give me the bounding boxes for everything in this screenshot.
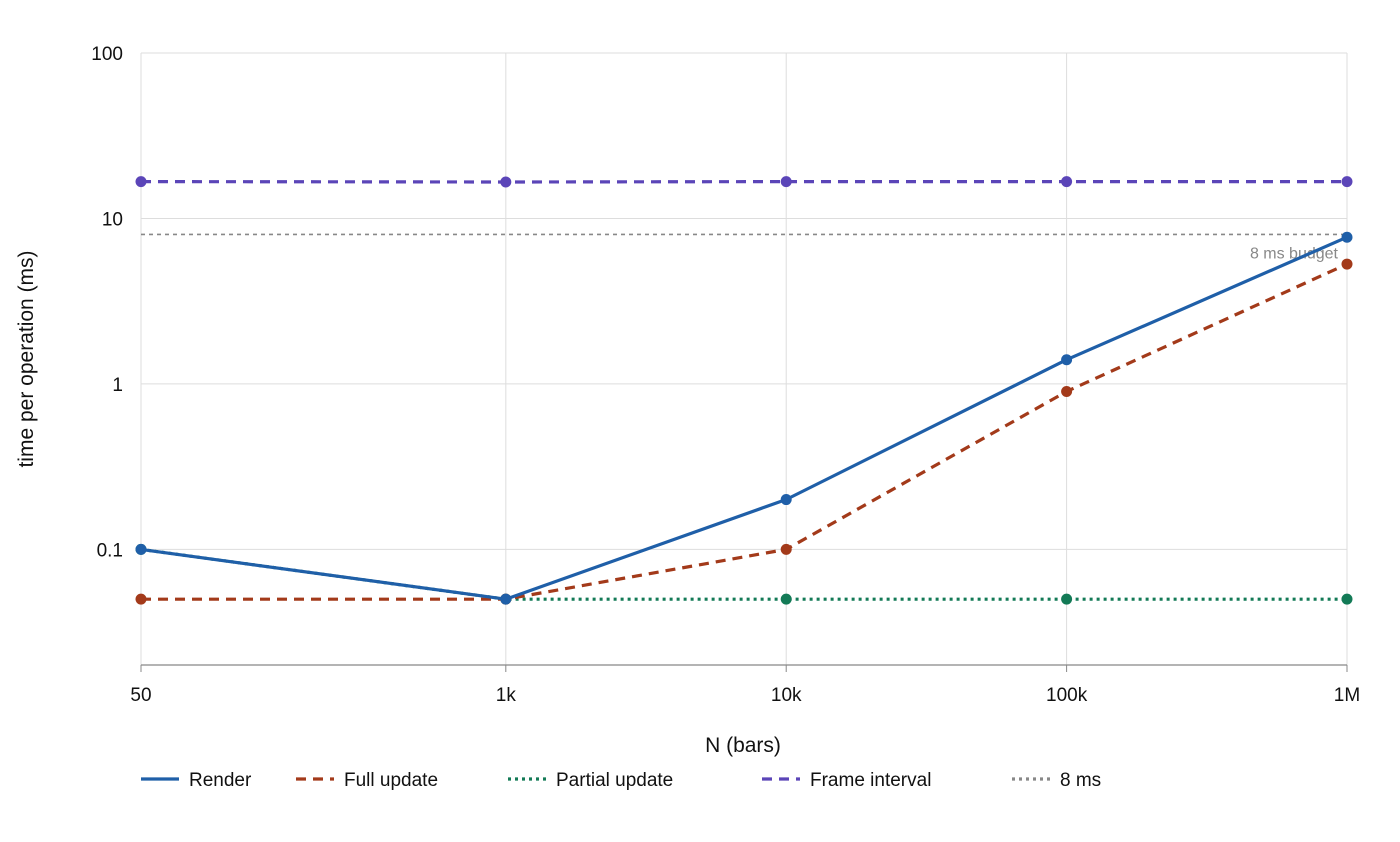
data-point [1061, 385, 1073, 397]
y-tick-label: 1 [112, 375, 123, 396]
legend-item: 8 ms [1012, 770, 1101, 791]
data-point [1341, 258, 1353, 270]
axes: 0.1 1 10 100 50 1k 10k 100k 1M [91, 44, 1360, 706]
legend-item: Full update [296, 770, 438, 791]
legend-label: 8 ms [1060, 770, 1101, 791]
data-point [780, 543, 792, 555]
data-point [780, 494, 792, 506]
legend-label: Partial update [556, 770, 673, 791]
data-point [135, 543, 147, 555]
data-point [1341, 593, 1353, 605]
data-point [1341, 231, 1353, 243]
legend-label: Frame interval [810, 770, 931, 791]
legend-item: Frame interval [762, 770, 931, 791]
data-point [135, 593, 147, 605]
y-tick-label: 10 [102, 209, 123, 230]
series-render [135, 231, 1353, 605]
data-point [135, 176, 147, 188]
x-tick-label: 1k [496, 685, 517, 706]
legend-item: Render [141, 770, 252, 791]
y-axis-label: time per operation (ms) [15, 250, 38, 467]
x-axis-label: N (bars) [705, 734, 781, 757]
series-frame-interval [135, 176, 1353, 188]
grid-lines [140, 52, 1348, 665]
data-point [1061, 176, 1073, 188]
legend-item: Partial update [508, 770, 673, 791]
data-point [1061, 354, 1073, 366]
y-tick-label: 0.1 [97, 540, 123, 561]
series-full-update [135, 258, 1353, 605]
data-point [780, 176, 792, 188]
legend-label: Render [189, 770, 252, 791]
x-tick-label: 1M [1334, 685, 1360, 706]
reference-line-group: 8 ms budget [141, 233, 1347, 262]
data-point [780, 593, 792, 605]
series-group [135, 176, 1353, 605]
data-point [1061, 593, 1073, 605]
series-line [140, 235, 1348, 601]
data-point [1341, 176, 1353, 188]
data-point [500, 593, 512, 605]
x-tick-label: 100k [1046, 685, 1088, 706]
x-tick-label: 10k [771, 685, 802, 706]
legend: Render Full update Partial update Frame int… [141, 770, 1101, 791]
data-point [500, 176, 512, 188]
y-tick-label: 100 [91, 44, 123, 65]
legend-label: Full update [344, 770, 438, 791]
x-tick-label: 50 [130, 685, 151, 706]
